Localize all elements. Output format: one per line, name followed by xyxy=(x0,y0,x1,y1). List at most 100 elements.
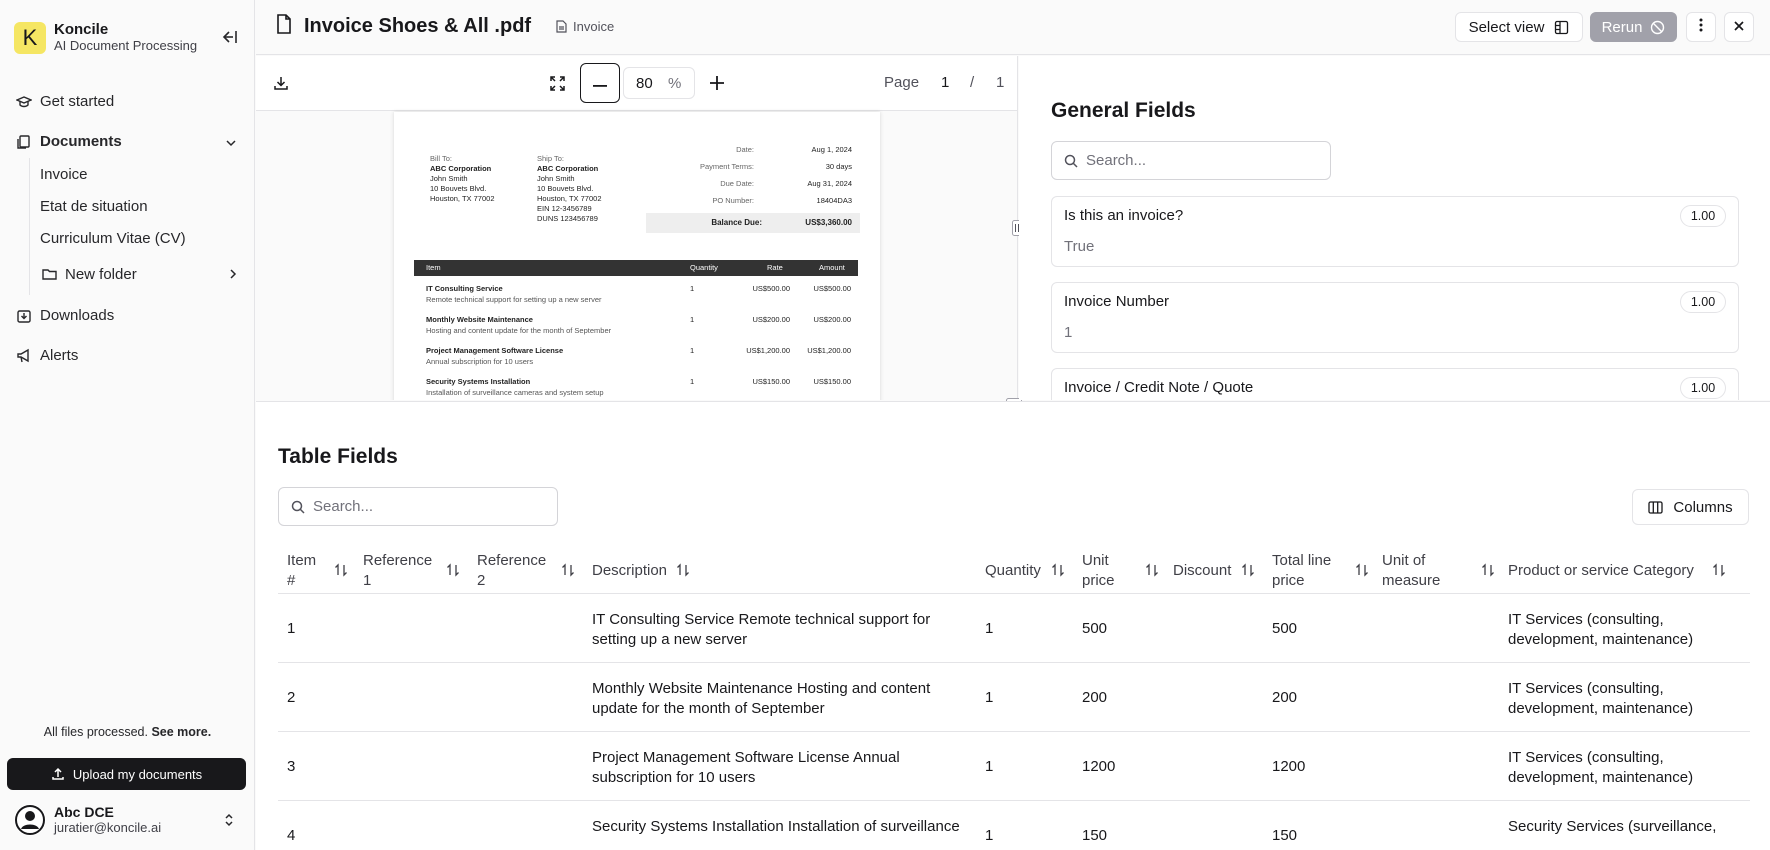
ship-to-line: DUNS 123456789 xyxy=(537,214,598,223)
page-total: 1 xyxy=(996,74,1005,91)
cell-unit-price[interactable]: 500 xyxy=(1082,620,1108,637)
field-card[interactable]: Invoice Number 1 1.00 xyxy=(1051,282,1739,353)
cell-total-line-price[interactable]: 200 xyxy=(1272,689,1298,706)
column-header-unit-price[interactable]: Unit price xyxy=(1082,552,1115,589)
sort-icon[interactable] xyxy=(1481,563,1495,582)
sort-icon[interactable] xyxy=(1241,563,1255,582)
user-menu[interactable]: Abc DCE juratier@koncile.ai xyxy=(14,804,161,836)
confidence-badge: 1.00 xyxy=(1680,291,1726,313)
cell-item[interactable]: 3 xyxy=(287,758,296,775)
fullscreen-icon[interactable] xyxy=(550,76,565,91)
sort-icon[interactable] xyxy=(446,563,460,582)
column-header-quantity[interactable]: Quantity xyxy=(985,562,1041,579)
rerun-button[interactable]: Rerun xyxy=(1590,12,1677,42)
upload-documents-button[interactable]: Upload my documents xyxy=(7,758,246,790)
sort-icon[interactable] xyxy=(1051,563,1065,582)
sidebar-item-invoice[interactable]: Invoice xyxy=(40,166,88,183)
invoice-line-qty: 1 xyxy=(690,346,695,355)
table-row[interactable]: 2 Monthly Website Maintenance Hosting an… xyxy=(278,663,1750,732)
sidebar-item-cv[interactable]: Curriculum Vitae (CV) xyxy=(40,230,186,247)
cell-category[interactable]: Security Services (surveillance, xyxy=(1508,818,1717,835)
columns-button[interactable]: Columns xyxy=(1632,489,1749,525)
column-header-category[interactable]: Product or service Category xyxy=(1508,562,1694,579)
table-search-input[interactable]: Search... xyxy=(278,487,558,526)
cell-description[interactable]: Monthly Website Maintenance Hosting and … xyxy=(592,680,931,717)
collapse-sidebar-icon[interactable] xyxy=(220,28,240,48)
sort-icon[interactable] xyxy=(1712,563,1726,582)
field-card[interactable]: Is this an invoice? True 1.00 xyxy=(1051,196,1739,267)
cell-total-line-price[interactable]: 1200 xyxy=(1272,758,1306,775)
ship-to-line: Houston, TX 77002 xyxy=(537,194,602,203)
nav-get-started[interactable]: Get started xyxy=(16,93,114,110)
cell-description[interactable]: Project Management Software License Annu… xyxy=(592,749,900,786)
chevron-down-icon[interactable] xyxy=(224,136,238,150)
nav-documents[interactable]: Documents xyxy=(16,133,122,150)
column-header-reference-2[interactable]: Reference 2 xyxy=(477,552,547,589)
chevron-right-icon[interactable] xyxy=(226,267,240,281)
sort-icon[interactable] xyxy=(561,563,575,582)
cell-unit-price[interactable]: 150 xyxy=(1082,827,1108,844)
general-search-input[interactable]: Search... xyxy=(1051,141,1331,180)
chevron-up-down-icon[interactable] xyxy=(222,812,236,833)
cell-item[interactable]: 2 xyxy=(287,689,296,706)
nav-downloads[interactable]: Downloads xyxy=(16,307,114,324)
field-value[interactable]: 1 xyxy=(1064,324,1073,341)
cell-quantity[interactable]: 1 xyxy=(985,689,994,706)
zoom-in-icon[interactable] xyxy=(710,76,724,90)
cell-category[interactable]: IT Services (consulting, development, ma… xyxy=(1508,680,1694,717)
column-header-discount[interactable]: Discount xyxy=(1173,562,1232,579)
sidebar-item-new-folder[interactable]: New folder xyxy=(32,260,242,288)
more-options-button[interactable] xyxy=(1686,12,1716,42)
cell-description[interactable]: Security Systems Installation Installati… xyxy=(592,818,960,835)
nav-alerts[interactable]: Alerts xyxy=(16,347,78,364)
bill-to-line: John Smith xyxy=(430,174,468,183)
brand[interactable]: K Koncile AI Document Processing xyxy=(14,22,197,54)
document-type-tag[interactable]: Invoice xyxy=(556,19,614,34)
invoice-line-desc: Annual subscription for 10 users xyxy=(426,357,534,366)
table-header-divider xyxy=(278,593,1750,594)
rerun-label: Rerun xyxy=(1601,18,1643,36)
cell-total-line-price[interactable]: 150 xyxy=(1272,827,1298,844)
column-header-total-line-price[interactable]: Total line price xyxy=(1272,552,1332,589)
sort-icon[interactable] xyxy=(1355,563,1369,582)
zoom-out-button[interactable] xyxy=(580,63,620,103)
table-row[interactable]: 3 Project Management Software License An… xyxy=(278,732,1750,801)
download-icon[interactable] xyxy=(273,75,289,91)
invoice-line-qty: 1 xyxy=(690,284,695,293)
field-card[interactable]: Invoice / Credit Note / Quote 1.00 xyxy=(1051,368,1739,400)
zoom-input[interactable]: 80 % xyxy=(623,67,695,99)
cell-quantity[interactable]: 1 xyxy=(985,758,994,775)
close-button[interactable] xyxy=(1724,12,1754,42)
table-row[interactable]: 1 IT Consulting Service Remote technical… xyxy=(278,594,1750,663)
sort-icon[interactable] xyxy=(676,563,690,582)
cell-item[interactable]: 4 xyxy=(287,827,296,844)
table-row[interactable]: 4 Security Systems Installation Installa… xyxy=(278,801,1750,850)
cell-item[interactable]: 1 xyxy=(287,620,296,637)
cell-quantity[interactable]: 1 xyxy=(985,620,994,637)
cell-unit-price[interactable]: 200 xyxy=(1082,689,1108,706)
meta-label: Due Date: xyxy=(720,179,754,188)
invoice-line-desc: Hosting and content update for the month… xyxy=(426,326,612,335)
cell-unit-price[interactable]: 1200 xyxy=(1082,758,1116,775)
cell-total-line-price[interactable]: 500 xyxy=(1272,620,1298,637)
balance-due-value: US$3,360.00 xyxy=(805,218,852,227)
column-header-item[interactable]: Item # xyxy=(287,552,317,589)
sort-icon[interactable] xyxy=(334,563,348,582)
field-value[interactable]: True xyxy=(1064,238,1095,255)
cell-category[interactable]: IT Services (consulting, development, ma… xyxy=(1508,611,1694,648)
sidebar-item-etat-de-situation[interactable]: Etat de situation xyxy=(40,198,148,215)
sort-icon[interactable] xyxy=(1145,563,1159,582)
megaphone-icon xyxy=(16,348,32,364)
brand-subtitle: AI Document Processing xyxy=(54,38,198,53)
invoice-line-qty: 1 xyxy=(690,315,695,324)
select-view-button[interactable]: Select view xyxy=(1455,12,1583,42)
page-current-input[interactable]: 1 xyxy=(941,74,950,91)
column-header-reference-1[interactable]: Reference 1 xyxy=(363,552,433,589)
column-header-description[interactable]: Description xyxy=(592,562,668,579)
cell-quantity[interactable]: 1 xyxy=(985,827,994,844)
see-more-link[interactable]: See more. xyxy=(151,725,212,739)
cell-description[interactable]: IT Consulting Service Remote technical s… xyxy=(592,611,931,648)
zoom-value: 80 xyxy=(636,74,653,92)
column-header-unit-of-measure[interactable]: Unit of measure xyxy=(1382,552,1441,589)
cell-category[interactable]: IT Services (consulting, development, ma… xyxy=(1508,749,1694,786)
